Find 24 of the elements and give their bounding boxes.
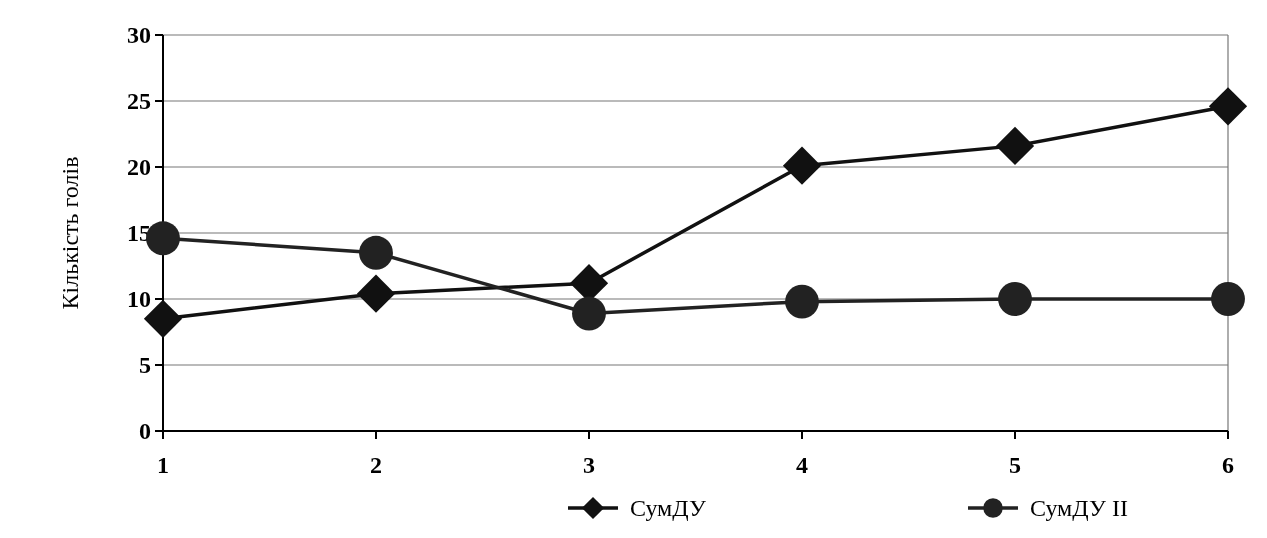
x-tick-label: 6 [1222, 452, 1234, 478]
y-tick-label: 10 [127, 286, 151, 313]
y-tick-label: 5 [139, 352, 151, 379]
y-tick-label: 30 [127, 22, 151, 49]
point [356, 274, 396, 313]
y-tick-label: 0 [139, 418, 151, 445]
y-tick-label: 20 [127, 154, 151, 181]
point [1208, 87, 1248, 126]
point [359, 235, 393, 270]
point [572, 296, 606, 331]
point [1211, 282, 1245, 316]
point [785, 284, 819, 319]
x-tick-label: 4 [796, 452, 808, 478]
point [998, 282, 1032, 316]
x-tick-label: 5 [1009, 452, 1021, 478]
point [782, 146, 822, 185]
y-axis-title: Кількість голів [57, 156, 83, 310]
x-tick-label: 2 [370, 452, 382, 478]
y-tick-label: 25 [127, 88, 151, 115]
x-tick-label: 3 [583, 452, 595, 478]
legend-label: СумДУ II [1030, 495, 1128, 522]
point [995, 126, 1035, 165]
x-tick-label: 1 [157, 452, 169, 478]
legend-label: СумДУ [630, 495, 706, 522]
